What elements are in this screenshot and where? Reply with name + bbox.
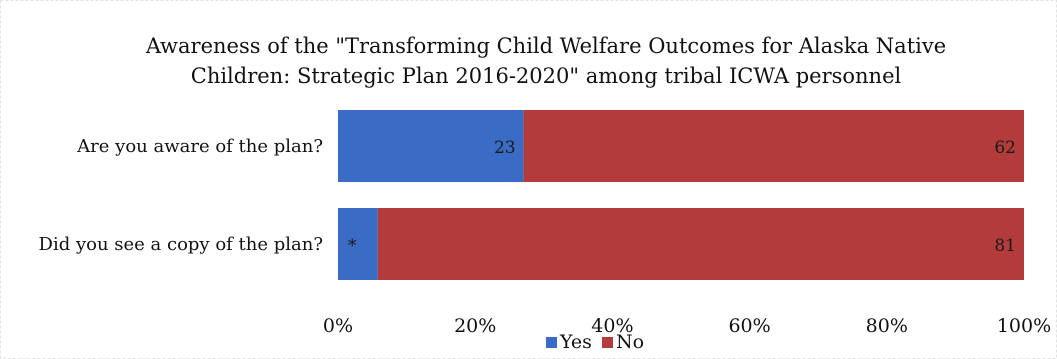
x-tick-label-0: 0%: [323, 315, 353, 337]
bar-series: [338, 110, 1024, 280]
x-tick-label-3: 60%: [728, 315, 770, 337]
x-tick-label-2: 40%: [591, 315, 633, 337]
data-label-no-1: 81: [994, 236, 1016, 256]
data-label-no-0: 62: [994, 138, 1016, 158]
x-tick-label-5: 100%: [997, 315, 1051, 337]
x-tick-label-4: 80%: [866, 315, 908, 337]
chart-title: Awareness of the "Transforming Child Wel…: [145, 34, 946, 88]
category-label-1: Did you see a copy of the plan?: [39, 234, 323, 255]
data-label-yes-0: 23: [494, 138, 516, 158]
legend-swatch-yes: [546, 337, 557, 348]
x-axis-tick-labels: 0% 20% 40% 60% 80% 100%: [323, 315, 1051, 337]
bar-no-1: [377, 208, 1024, 280]
data-label-yes-1: *: [348, 236, 357, 256]
legend-label-no: No: [616, 331, 644, 353]
chart-title-line-1: Awareness of the "Transforming Child Wel…: [145, 34, 946, 58]
category-label-0: Are you aware of the plan?: [76, 136, 323, 157]
x-tick-label-1: 20%: [454, 315, 496, 337]
legend-swatch-no: [602, 337, 613, 348]
bar-yes-1: [338, 208, 378, 280]
bar-no-0: [523, 110, 1024, 182]
legend: Yes No: [546, 331, 644, 353]
chart-title-line-2: Children: Strategic Plan 2016-2020" amon…: [191, 64, 902, 88]
legend-label-yes: Yes: [559, 331, 592, 353]
y-axis-category-labels: Are you aware of the plan? Did you see a …: [39, 136, 323, 255]
data-labels: 23 62 * 81: [348, 138, 1016, 256]
bar-yes-0: [338, 110, 524, 182]
